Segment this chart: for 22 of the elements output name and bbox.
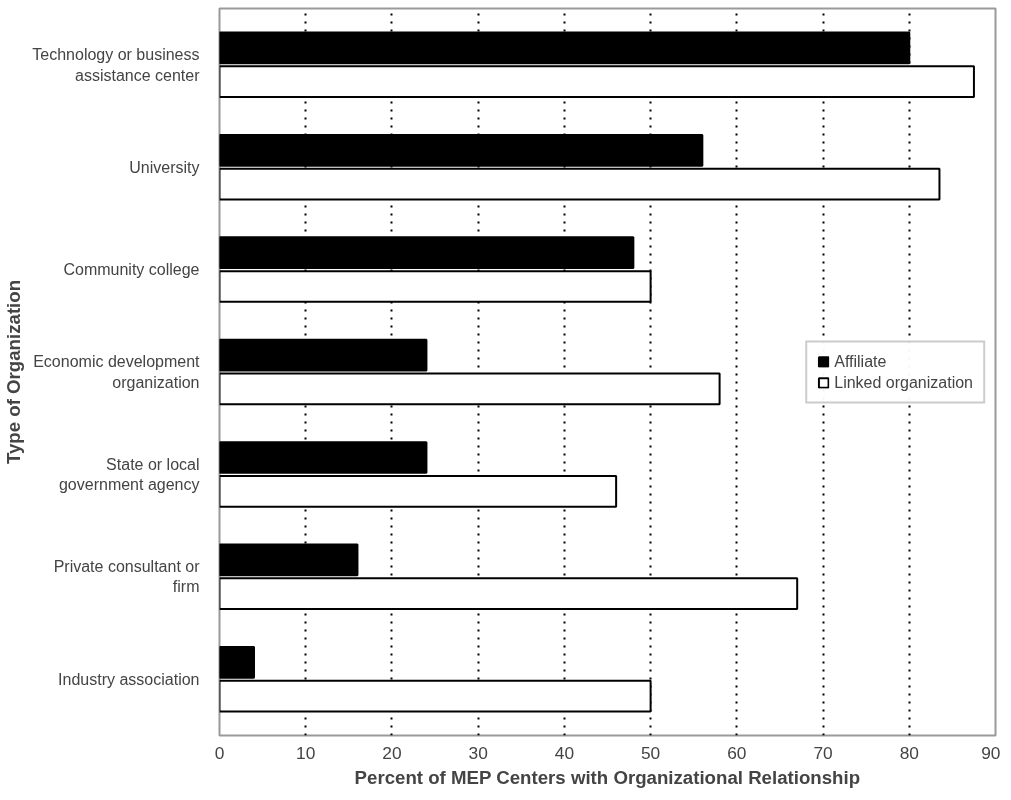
x-tick-label: 20: [382, 742, 402, 763]
bar: [219, 338, 428, 372]
x-tick-label: 80: [899, 742, 919, 763]
y-tick-label: Economic development organization: [33, 353, 201, 391]
legend-label: Affiliate: [834, 352, 887, 370]
x-tick-label: 50: [640, 742, 661, 763]
y-tick-label: Community college: [63, 261, 200, 279]
x-tick-label: 0: [214, 742, 225, 763]
y-tick-label: University: [129, 158, 200, 176]
x-tick-label: 90: [981, 742, 1001, 763]
x-tick-label: 70: [813, 742, 833, 763]
y-tick-label: Private consultant or firm: [53, 558, 201, 596]
y-tick-label: Technology or business assistance center: [32, 46, 201, 84]
x-tick-label: 10: [296, 742, 316, 763]
y-tick-label: Industry association: [58, 670, 200, 688]
y-tick-label: State or local government agency: [58, 455, 200, 494]
x-tick-label: 60: [727, 742, 747, 763]
y-axis-title: Type of Organization: [3, 279, 25, 465]
x-tick-label: 30: [468, 742, 488, 763]
x-axis-title: Percent of MEP Centers with Organizational Relationship: [354, 766, 861, 788]
x-tick-label: 40: [554, 742, 575, 763]
legend-label: Linked organization: [834, 373, 973, 391]
